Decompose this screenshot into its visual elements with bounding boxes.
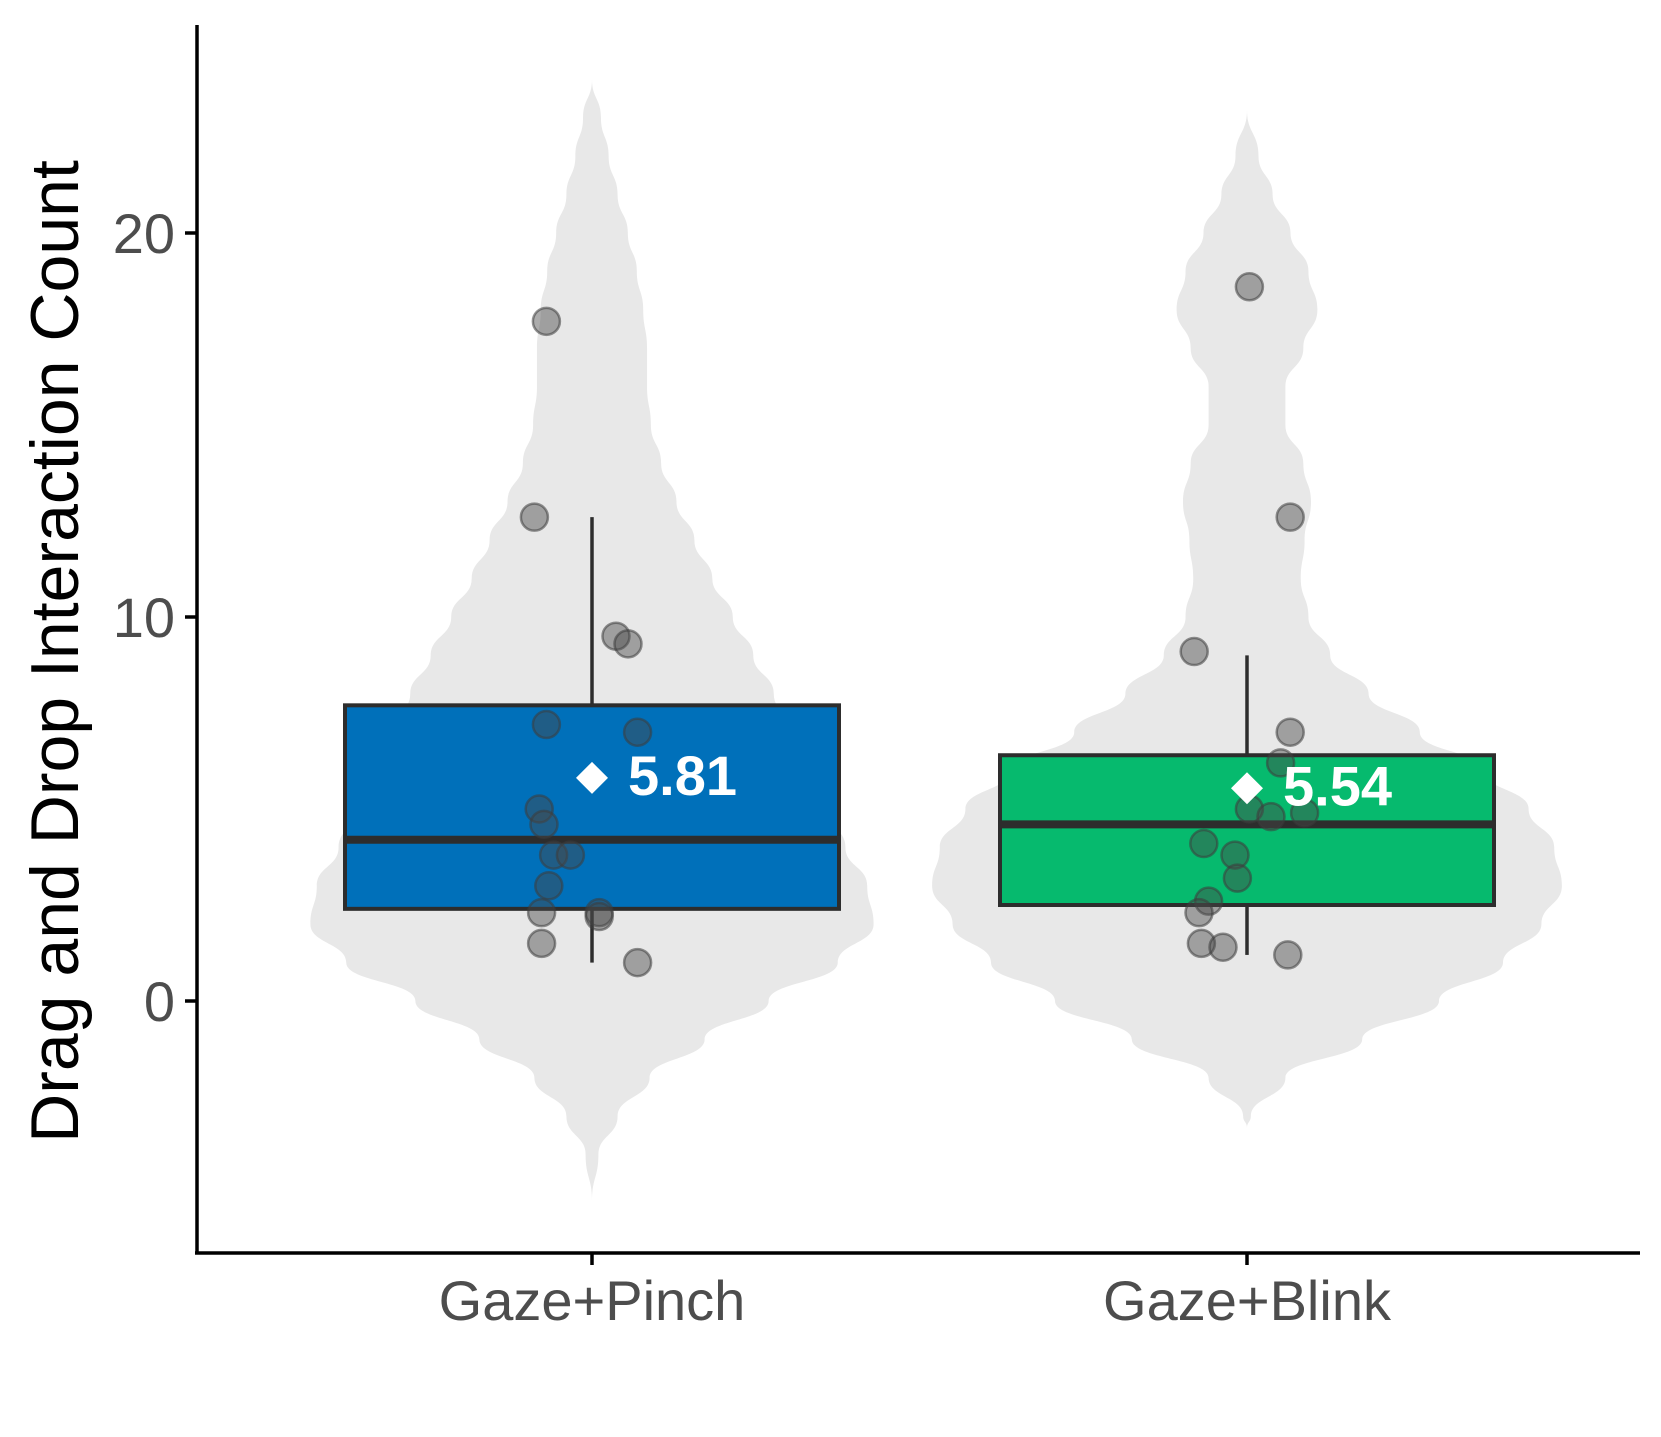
data-point — [1179, 636, 1209, 667]
data-point — [519, 502, 550, 532]
data-point — [1193, 886, 1224, 916]
data-point — [1275, 502, 1305, 532]
points-layer — [519, 272, 1320, 978]
mean-marker — [576, 761, 608, 794]
data-point — [1186, 928, 1217, 959]
data-point — [584, 901, 614, 932]
data-point — [622, 717, 653, 747]
y-tick-label: 10 — [113, 586, 175, 649]
data-point — [1275, 717, 1305, 747]
y-axis-ticks: 0 10 20 — [113, 202, 197, 1033]
x-axis-ticks: Gaze+Pinch Gaze+Blink — [439, 1253, 1392, 1332]
data-point — [529, 809, 559, 840]
mean-label: 5.54 — [1283, 754, 1392, 817]
data-point — [613, 629, 643, 659]
data-point — [531, 709, 562, 740]
data-point — [1234, 272, 1265, 302]
mean-label: 5.81 — [628, 744, 737, 807]
y-axis-title: Drag and Drop Interaction Count — [17, 160, 93, 1143]
data-point — [1208, 932, 1238, 962]
data-point — [555, 840, 586, 870]
data-point — [1189, 828, 1219, 859]
data-point — [1265, 748, 1296, 778]
data-point — [538, 840, 569, 870]
data-point — [1222, 863, 1253, 893]
data-point — [1273, 940, 1303, 970]
boxplot-layer — [343, 517, 1496, 963]
data-point — [526, 928, 557, 959]
data-point — [526, 897, 557, 928]
x-tick-label: Gaze+Blink — [1103, 1269, 1392, 1332]
y-tick-label: 0 — [144, 970, 175, 1033]
y-tick-label: 20 — [113, 202, 175, 265]
x-tick-label: Gaze+Pinch — [439, 1269, 746, 1332]
mean-marker — [1231, 772, 1263, 805]
violin-1 — [932, 110, 1562, 1128]
data-point — [1220, 840, 1250, 870]
mean-layer: 5.81 5.54 — [576, 744, 1392, 817]
data-point — [531, 306, 562, 337]
data-point — [1184, 897, 1214, 928]
data-point — [622, 947, 653, 978]
axes-layer — [195, 25, 1640, 1255]
data-point — [1256, 801, 1286, 832]
data-point — [534, 871, 564, 901]
violin-layer — [310, 79, 1562, 1201]
box-0 — [343, 703, 841, 911]
data-point — [1289, 798, 1320, 828]
